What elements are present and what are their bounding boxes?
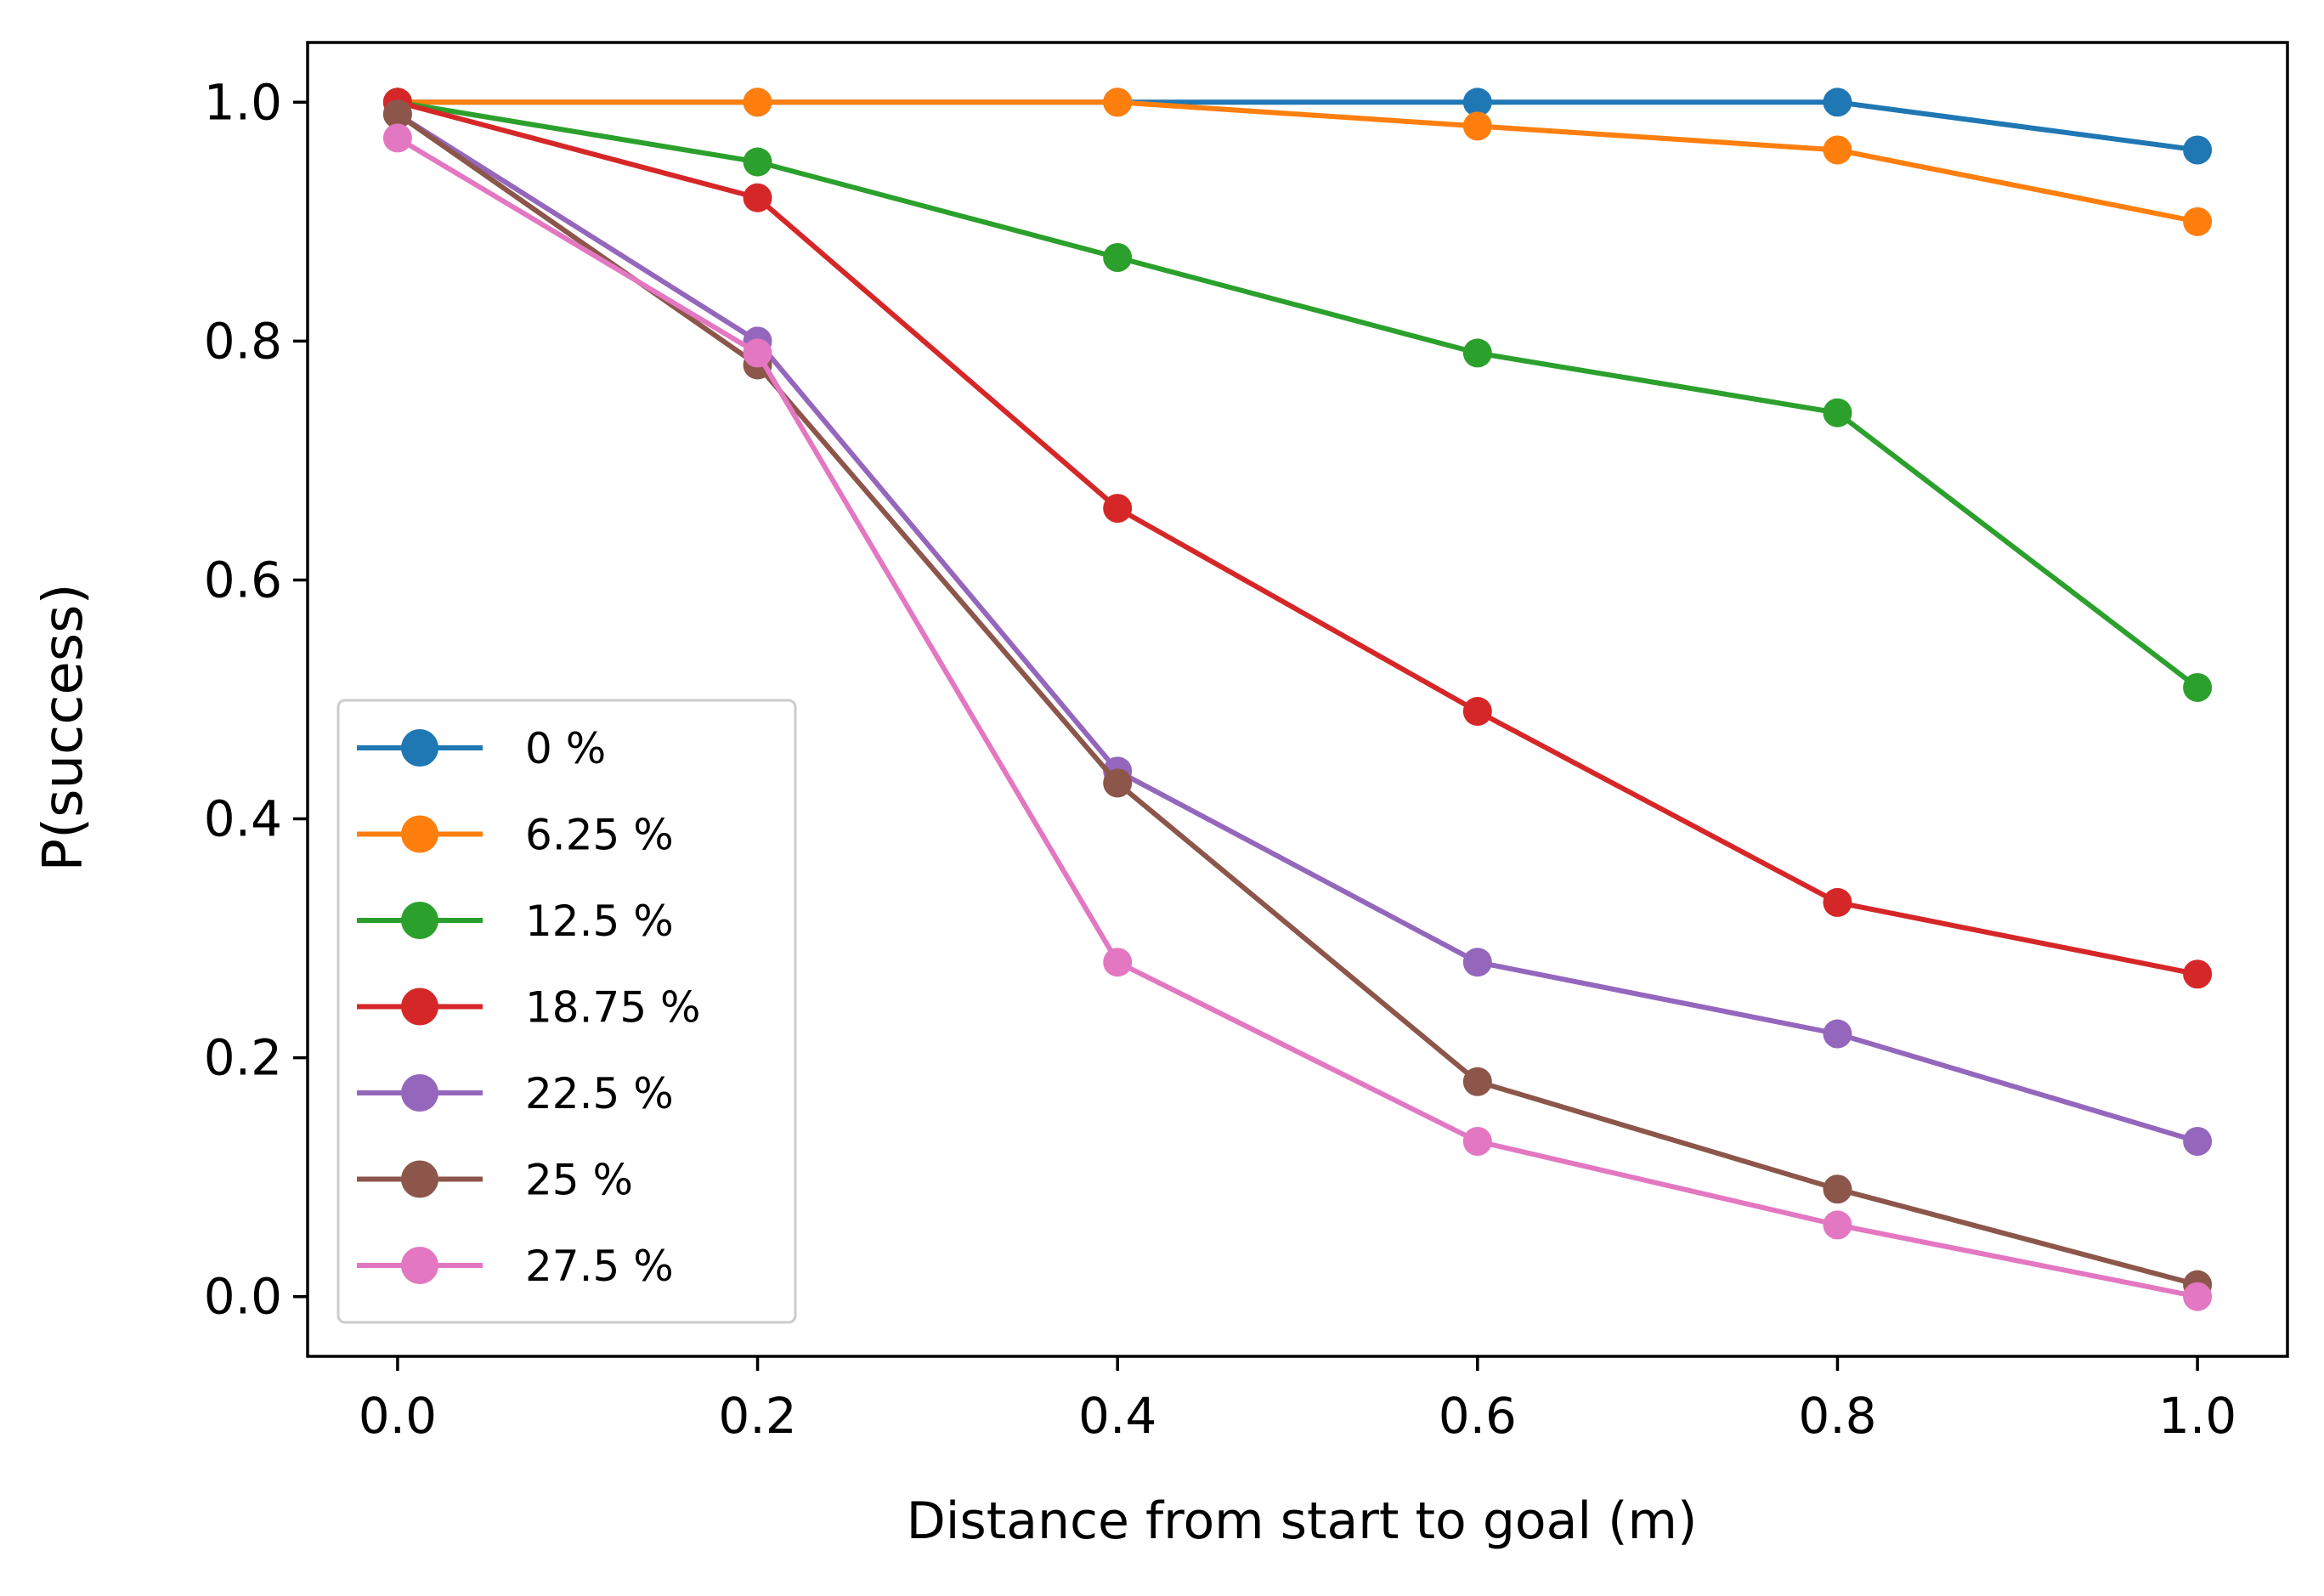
data-point: [1823, 1174, 1852, 1204]
data-point: [1103, 242, 1133, 272]
data-point: [2183, 959, 2213, 989]
data-point: [743, 183, 772, 212]
legend-entry: 12.5 %: [357, 897, 674, 946]
data-point: [1462, 697, 1492, 727]
legend-entry: 22.5 %: [357, 1069, 674, 1118]
series-line: [393, 134, 2201, 1300]
data-point: [2183, 1282, 2213, 1311]
data-point: [1823, 398, 1852, 427]
series-layer: [382, 88, 2213, 1311]
data-point: [1462, 1067, 1492, 1096]
y-tick-label: 0.0: [204, 1268, 282, 1326]
data-point: [1823, 1019, 1852, 1049]
legend-entry: 27.5 %: [357, 1242, 674, 1291]
legend-entry: 18.75 %: [357, 983, 701, 1033]
legend-label: 25 %: [525, 1156, 633, 1205]
data-point: [1462, 948, 1492, 977]
legend-entry: 0 %: [357, 724, 606, 773]
legend-entry: 6.25 %: [357, 811, 674, 860]
x-tick-label: 0.4: [1078, 1387, 1156, 1445]
data-point: [2183, 672, 2213, 702]
y-tick-label: 0.6: [204, 551, 282, 608]
data-point: [382, 123, 412, 153]
data-point: [2183, 135, 2213, 165]
legend-marker: [401, 1074, 438, 1112]
series-6: [382, 123, 2213, 1311]
x-tick-label: 1.0: [2158, 1387, 2236, 1445]
data-point: [1103, 948, 1133, 977]
data-point: [1462, 88, 1492, 117]
data-point: [382, 99, 412, 129]
legend-marker: [401, 815, 438, 853]
legend-label: 6.25 %: [525, 811, 674, 860]
series-3: [382, 88, 2213, 989]
data-point: [1462, 338, 1492, 368]
x-tick-label: 0.2: [718, 1387, 796, 1445]
data-point: [1823, 887, 1852, 917]
data-point: [743, 147, 772, 177]
x-tick-label: 0.6: [1439, 1387, 1517, 1445]
data-point: [1103, 494, 1133, 524]
data-point: [2183, 1127, 2213, 1157]
x-tick-label: 0.0: [359, 1387, 437, 1445]
data-point: [1462, 111, 1492, 141]
series-line: [394, 99, 2202, 692]
series-line: [394, 99, 2201, 225]
data-point: [1823, 135, 1852, 165]
y-axis-label: P(success): [32, 584, 95, 872]
legend-label: 12.5 %: [525, 897, 674, 946]
legend-box: [336, 699, 797, 1324]
legend-marker: [401, 902, 438, 939]
x-tick-label: 0.8: [1798, 1387, 1876, 1445]
axes-layer: 0.0 0.2 0.4 0.6 0.8 1.0 0.0 0.2 0.4 0.6 0.8 1.0: [204, 41, 2289, 1445]
data-point: [1103, 768, 1133, 798]
legend-label: 22.5 %: [525, 1069, 674, 1118]
legend-label: 0 %: [525, 724, 606, 773]
legend-label: 18.75 %: [525, 983, 701, 1033]
legend-marker: [401, 1247, 438, 1284]
legend-marker: [401, 729, 438, 767]
series-line: [393, 110, 2201, 1145]
data-point: [1823, 1210, 1852, 1240]
legend-marker: [401, 1160, 438, 1198]
data-point: [743, 338, 772, 368]
y-tick-label: 1.0: [204, 73, 282, 131]
series-line: [393, 110, 2201, 1288]
data-point: [2183, 207, 2213, 236]
data-point: [1462, 1127, 1492, 1157]
y-tick-label: 0.8: [204, 312, 282, 370]
legend-entry: 25 %: [357, 1156, 633, 1205]
data-point: [1823, 88, 1852, 117]
x-axis-label: Distance from start to goal (m): [907, 1491, 1698, 1551]
legend-marker: [401, 988, 438, 1026]
axes-frame: [306, 41, 2289, 1358]
y-tick-label: 0.4: [204, 790, 282, 848]
legend-label: 27.5 %: [525, 1242, 674, 1291]
legend: 0 % 6.25 % 12.5 % 18.75 % 22.5 % 25 % 27.5 %: [336, 699, 797, 1324]
series-line: [394, 99, 2201, 977]
data-point: [1103, 88, 1133, 117]
y-tick-label: 0.2: [204, 1029, 282, 1087]
data-point: [743, 88, 772, 117]
